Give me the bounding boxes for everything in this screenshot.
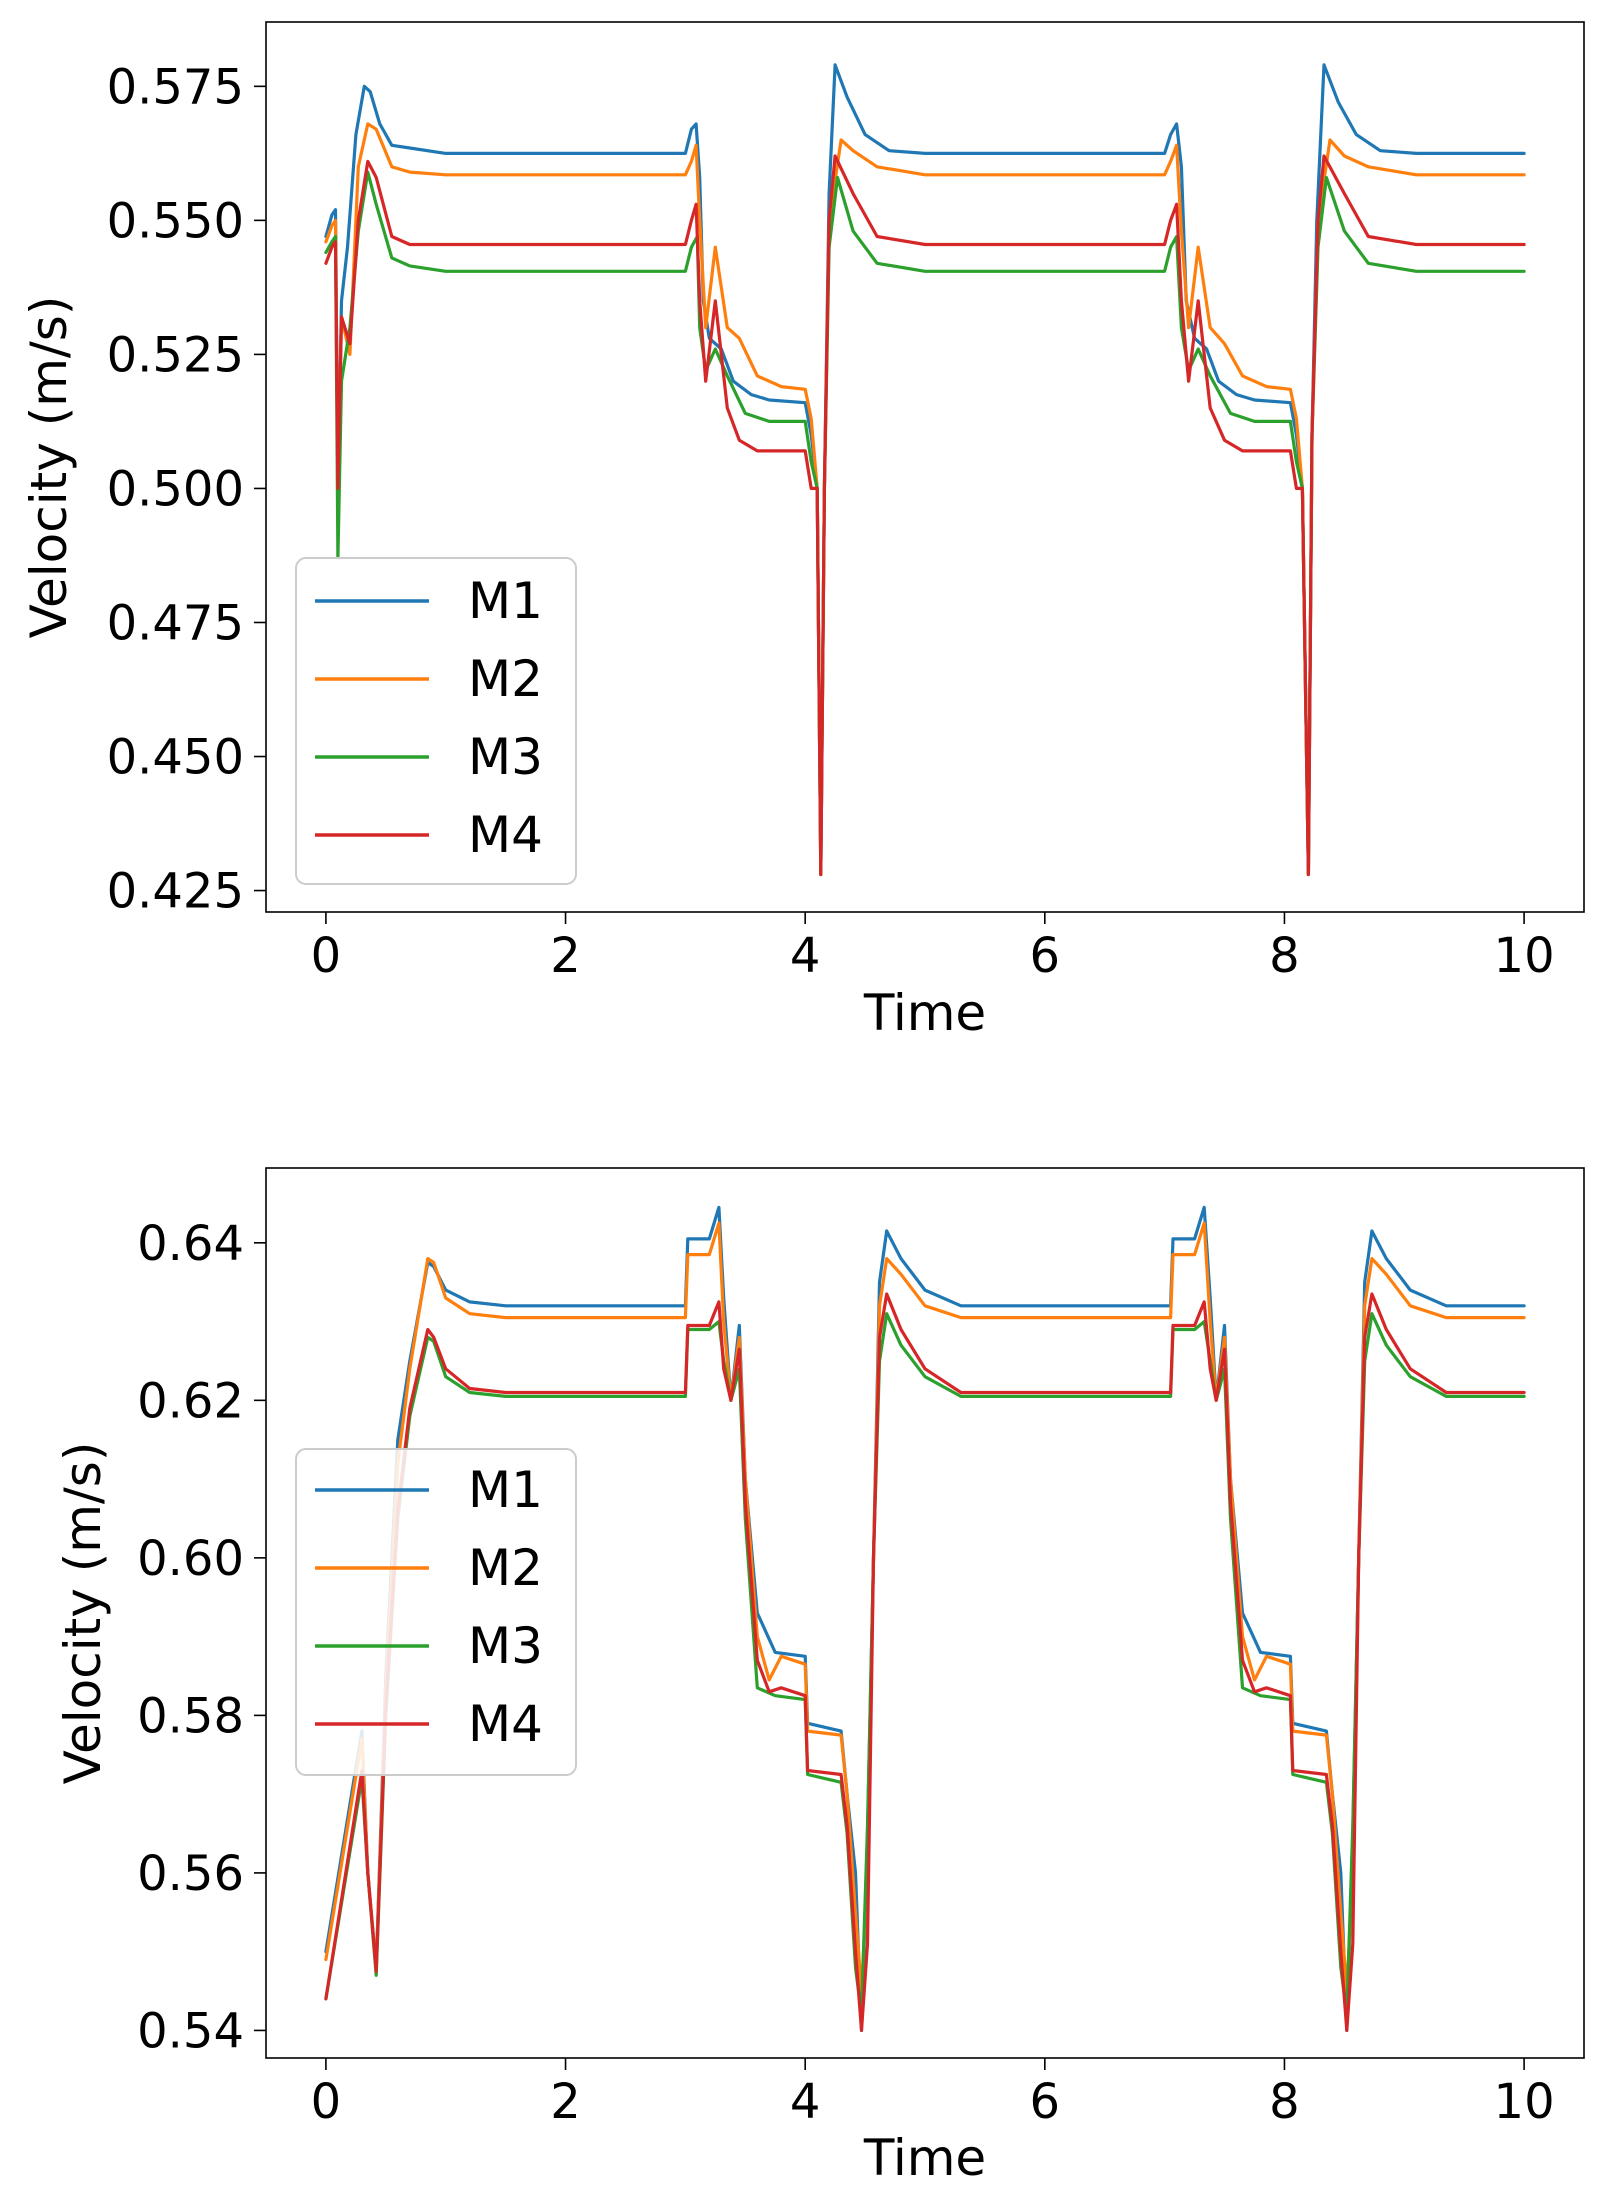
chart-2-x-tick-label: 6 [1030, 2074, 1061, 2130]
chart-1-x-tick-label: 2 [550, 928, 581, 984]
chart-2-x-axis-label: Time [863, 2129, 986, 2187]
chart-1-y-tick-label: 0.475 [107, 595, 244, 651]
chart-2: 0 2 4 6 8 10 0.54 0.56 0.58 0.60 0.62 0.64 Time Ve… [54, 1167, 1585, 2187]
chart-2-x-tick-label: 0 [311, 2074, 342, 2130]
chart-1-y-tick-label: 0.500 [107, 461, 244, 517]
chart-2-legend-label-m1: M1 [468, 1461, 543, 1519]
chart-2-x-axis: 0 2 4 6 8 10 [311, 2058, 1555, 2130]
chart-1-series-line-m4 [324, 154, 1526, 877]
chart-1-y-tick-label: 0.550 [107, 193, 244, 249]
chart-2-x-tick-label: 4 [790, 2074, 821, 2130]
chart-1-legend-label-m4: M4 [468, 806, 543, 864]
chart-2-y-tick-label: 0.54 [137, 2003, 244, 2059]
chart-2-y-tick-label: 0.60 [137, 1531, 244, 1587]
chart-2-y-axis-label: Velocity (m/s) [54, 1442, 112, 1785]
chart-1-series-group [324, 63, 1526, 877]
chart-1-legend: M1 M2 M3 M4 [295, 557, 577, 885]
chart-2-y-tick-label: 0.62 [137, 1373, 244, 1429]
chart-2-legend: M1 M2 M3 M4 [295, 1448, 577, 1776]
chart-2-y-tick-label: 0.58 [137, 1688, 244, 1744]
chart-1-y-axis: 0.425 0.450 0.475 0.500 0.525 0.550 0.575 [107, 59, 266, 920]
chart-2-x-tick-label: 10 [1494, 2074, 1555, 2130]
chart-2-legend-label-m3: M3 [468, 1617, 543, 1675]
chart-1-legend-label-m1: M1 [468, 572, 543, 630]
chart-1-y-tick-label: 0.450 [107, 730, 244, 786]
chart-1-y-tick-label: 0.425 [107, 864, 244, 920]
chart-2-series-group [324, 1205, 1526, 2032]
chart-2-x-tick-label: 8 [1269, 2074, 1300, 2130]
chart-1: 0 2 4 6 8 10 0.4250.4500.4750.5000.5250.5500.… [20, 21, 1585, 1042]
chart-1-y-tick-label: 0.525 [107, 327, 244, 383]
chart-2-legend-label-m4: M4 [468, 1695, 543, 1753]
chart-1-x-tick-label: 6 [1030, 928, 1061, 984]
chart-1-y-tick-label: 0.575 [107, 59, 244, 115]
chart-1-legend-frame [295, 557, 577, 885]
chart-2-legend-label-m2: M2 [468, 1539, 543, 1597]
chart-1-x-tick-label: 8 [1269, 928, 1300, 984]
chart-1-x-axis: 0 2 4 6 8 10 [311, 912, 1555, 984]
chart-1-x-tick-label: 10 [1494, 928, 1555, 984]
chart-2-legend-frame [295, 1448, 577, 1776]
chart-2-series-line-m4 [324, 1292, 1526, 2032]
chart-1-x-tick-label: 4 [790, 928, 821, 984]
chart-2-y-axis: 0.54 0.56 0.58 0.60 0.62 0.64 [137, 1216, 266, 2059]
chart-1-x-tick-label: 0 [311, 928, 342, 984]
chart-1-y-axis-label: Velocity (m/s) [20, 296, 78, 639]
chart-1-x-axis-label: Time [863, 984, 986, 1042]
chart-1-legend-label-m3: M3 [468, 728, 543, 786]
chart-1-legend-label-m2: M2 [468, 650, 543, 708]
chart-2-x-tick-label: 2 [550, 2074, 581, 2130]
chart-2-y-tick-label: 0.64 [137, 1216, 244, 1272]
chart-2-y-tick-label: 0.56 [137, 1846, 244, 1902]
